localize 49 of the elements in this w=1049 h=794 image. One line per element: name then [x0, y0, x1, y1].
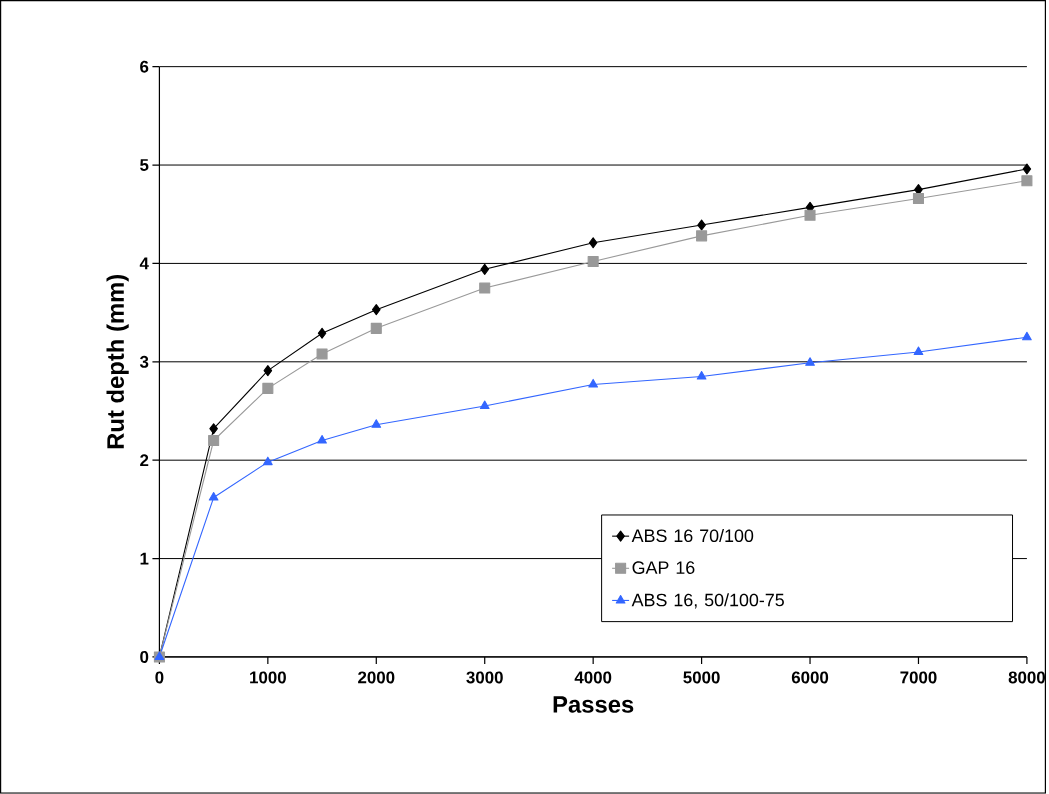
point: [317, 327, 327, 339]
y-tick-label: 0: [140, 651, 149, 664]
point: [262, 456, 273, 466]
legend-label: ABS 16, 50/100-75: [631, 593, 784, 609]
legend-label: GAP 16: [632, 561, 695, 575]
y-tick-label: 3: [139, 355, 149, 368]
point: [208, 492, 219, 501]
x-tick-label: 6000: [791, 671, 829, 684]
point: [912, 193, 925, 205]
point: [697, 219, 706, 231]
point: [317, 435, 327, 444]
x-tick-label: 0: [155, 671, 164, 684]
y-tick-label: 2: [140, 454, 149, 467]
point: [263, 365, 273, 377]
point: [1022, 163, 1032, 175]
point: [479, 282, 491, 294]
point: [370, 322, 382, 335]
y-tick-label: 1: [140, 552, 149, 565]
point: [696, 230, 708, 242]
point: [804, 209, 816, 221]
point: [588, 237, 598, 249]
y-tick-label: 5: [140, 159, 149, 172]
point: [372, 304, 381, 316]
point: [262, 382, 274, 395]
x-tick-label: 3000: [466, 671, 503, 684]
x-tick-label: 4000: [574, 671, 612, 684]
point: [805, 357, 815, 366]
point: [371, 419, 382, 428]
point: [479, 400, 490, 410]
point: [316, 348, 328, 360]
x-tick-label: 8000: [1008, 671, 1045, 684]
point: [1022, 331, 1032, 341]
y-tick-label: 4: [139, 257, 149, 270]
x-tick-label: 5000: [683, 671, 720, 684]
point: [480, 263, 490, 275]
point: [209, 423, 218, 435]
y-tick-label: 6: [140, 60, 149, 73]
point: [208, 435, 220, 447]
x-tick-label: 2000: [358, 671, 395, 684]
point: [913, 346, 924, 356]
legend-label: ABS 16 70/100: [631, 529, 754, 543]
y-axis-title: Rut depth (mm): [106, 275, 129, 449]
point: [588, 379, 599, 388]
x-tick-label: 1000: [250, 671, 286, 684]
point: [1021, 175, 1033, 187]
point: [587, 256, 599, 268]
x-axis-title: Passes: [553, 696, 634, 713]
point: [696, 371, 707, 380]
x-tick-label: 7000: [900, 671, 937, 684]
